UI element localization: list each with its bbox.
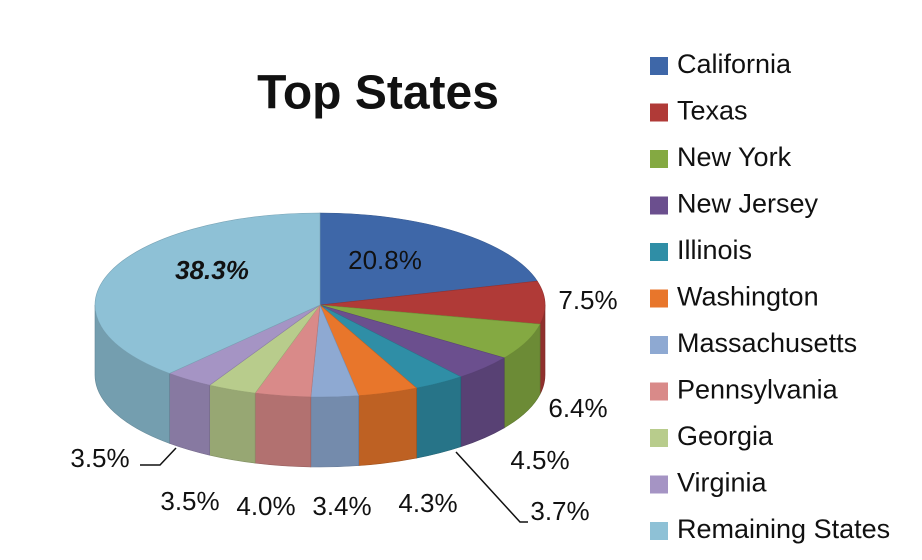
data-label: 3.4% [312, 491, 371, 521]
legend-label: California [677, 49, 792, 79]
chart-title: Top States [257, 67, 499, 120]
data-label: 3.7% [530, 496, 589, 526]
legend-swatch [650, 336, 668, 354]
data-label: 3.5% [70, 443, 129, 473]
data-label: 3.5% [160, 486, 219, 516]
legend-label: Massachusetts [677, 328, 857, 358]
slice-side [358, 387, 417, 466]
legend-swatch [650, 196, 668, 215]
legend-label: Texas [677, 96, 748, 126]
data-label: 4.3% [398, 488, 457, 518]
legend-swatch [650, 243, 668, 261]
legend-swatch [650, 289, 668, 308]
legend-label: Pennsylvania [677, 375, 839, 405]
legend-swatch [650, 475, 668, 494]
data-labels: 20.8% 7.5% 6.4% 4.5% 3.7% 4.3% 3.4% 4.0% 3.5% 3.5… [70, 245, 617, 526]
slice-side [209, 384, 256, 464]
slice [94, 212, 321, 444]
legend-label: New Jersey [677, 189, 819, 219]
slice-top [94, 212, 321, 374]
legend-swatch [650, 522, 668, 540]
slice [319, 212, 538, 306]
slice [319, 304, 462, 459]
legend-swatch [650, 382, 668, 401]
slice [254, 303, 321, 468]
slice-top [319, 212, 538, 306]
legend-label: Illinois [677, 235, 752, 265]
legend-label: Georgia [677, 421, 774, 451]
slice [310, 304, 360, 468]
legend-label: New York [677, 142, 792, 172]
slice [319, 304, 505, 448]
legend-label: Virginia [677, 468, 768, 498]
legend-swatch [650, 429, 668, 447]
legend-swatch [650, 57, 668, 75]
legend: California Texas New York New Jersey Illinoi… [650, 49, 890, 544]
legend-swatch [650, 103, 668, 122]
legend-label: Remaining States [677, 514, 890, 544]
legend-label: Washington [677, 282, 819, 312]
legend-swatch [650, 150, 668, 168]
data-label: 20.8% [348, 245, 422, 275]
pie [94, 212, 546, 468]
slice-side [254, 392, 312, 468]
slice-side [169, 372, 210, 456]
slice-side [416, 376, 462, 459]
data-label: 4.5% [510, 445, 569, 475]
data-label: 4.0% [236, 491, 295, 521]
leader-line [455, 451, 528, 523]
data-label: 38.3% [175, 255, 249, 285]
slice-side [310, 395, 360, 468]
slice [208, 304, 321, 464]
data-label: 6.4% [548, 393, 607, 423]
slice-top [319, 280, 546, 325]
data-label: 7.5% [558, 285, 617, 315]
leader-line [140, 447, 177, 466]
